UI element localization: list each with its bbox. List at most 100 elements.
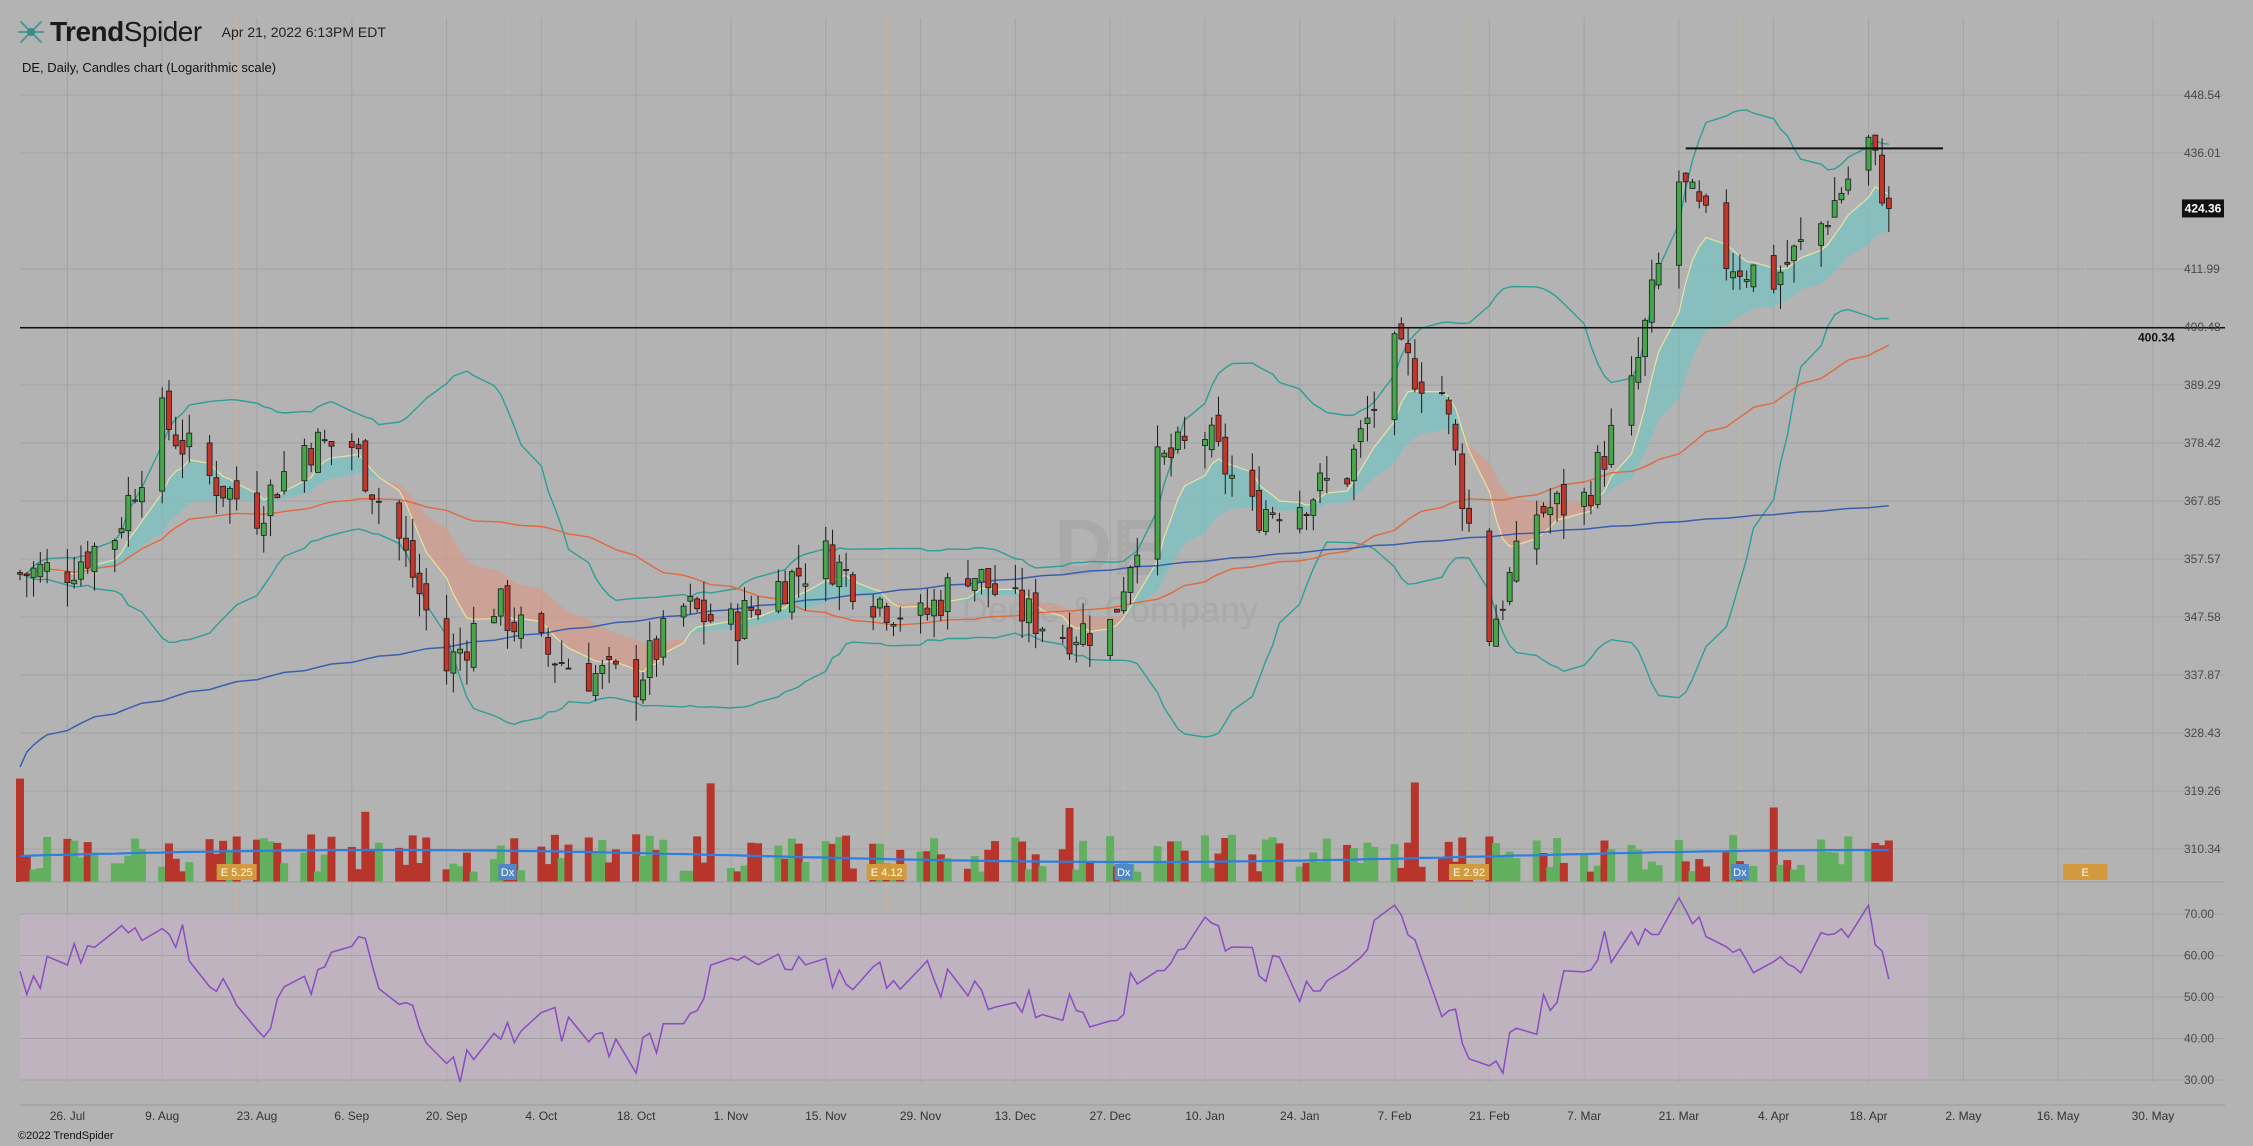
candle-body — [166, 390, 172, 430]
candle — [23, 572, 30, 598]
candle — [1066, 612, 1073, 660]
volume-bar — [1498, 856, 1507, 882]
candle-body — [700, 599, 707, 623]
ema-cloud-segment — [1401, 391, 1409, 453]
candle — [1073, 636, 1080, 663]
ema-cloud-segment — [1645, 377, 1652, 454]
candle-body — [1269, 512, 1276, 516]
candle-body — [504, 585, 511, 631]
candle — [822, 526, 829, 602]
drawn-lines[interactable]: 400.34 — [20, 147, 2225, 345]
ema-cloud-segment — [974, 588, 982, 599]
price-pane[interactable] — [20, 18, 2223, 880]
rsi-tick-label: 50.00 — [2184, 990, 2214, 1004]
volume-bar — [1207, 868, 1216, 882]
volume-bar — [747, 842, 756, 882]
volume-bar — [171, 858, 180, 882]
date-tick-label: 20. Sep — [426, 1109, 468, 1123]
candle — [741, 587, 748, 640]
volume-bar — [300, 852, 309, 882]
candle — [775, 569, 782, 614]
volume-bar — [368, 850, 377, 882]
volume-bar — [70, 840, 79, 882]
candle — [1628, 356, 1635, 436]
volume-bar — [605, 862, 614, 882]
candle-body — [944, 577, 951, 613]
volume-bar — [869, 843, 878, 882]
candle-body — [843, 569, 849, 571]
candle-body — [328, 441, 335, 447]
volume-bar — [1417, 866, 1426, 882]
ema-cloud-segment — [351, 453, 359, 476]
ema-cloud-segment — [1137, 561, 1158, 606]
candle-body — [443, 618, 450, 672]
volume-bar — [1065, 807, 1074, 882]
candle — [1547, 488, 1554, 534]
volume-bar — [1309, 852, 1318, 882]
volume-bar — [320, 854, 329, 882]
volume-bar — [537, 846, 546, 882]
candle-body — [260, 522, 267, 536]
volume-bar — [1160, 861, 1169, 882]
volume-bar — [401, 864, 410, 882]
ema-cloud-segment — [311, 467, 318, 492]
candle-body — [1743, 279, 1750, 283]
candle — [1357, 420, 1364, 458]
dividend-event-marker — [1730, 864, 1749, 880]
date-tick-label: 27. Dec — [1089, 1109, 1130, 1123]
ema-cloud-segment — [162, 478, 169, 533]
volume-bar — [469, 871, 478, 882]
candle — [538, 611, 545, 637]
candle-body — [301, 445, 308, 482]
ema-cloud-segment — [1414, 391, 1422, 438]
candle-body — [17, 572, 23, 575]
candle — [1750, 264, 1757, 293]
candle — [795, 544, 802, 598]
candle-body — [1059, 637, 1066, 639]
candle-body — [1506, 572, 1513, 603]
candle — [1310, 498, 1317, 531]
candle — [558, 640, 565, 667]
candle — [321, 429, 328, 444]
volume-bar — [1844, 836, 1853, 882]
candle — [734, 603, 741, 665]
candle-body — [84, 551, 91, 569]
candle — [883, 602, 890, 631]
ema-cloud-segment — [1421, 391, 1442, 434]
event-lines — [236, 18, 2086, 1082]
candle — [1019, 567, 1026, 639]
volume-bar — [327, 836, 336, 882]
candle — [931, 588, 938, 638]
event-markers[interactable]: E 5.25 Dx E 4.12 Dx E 2.92 Dx E — [216, 864, 2108, 880]
candle-body — [450, 651, 457, 674]
candle-body — [1466, 507, 1472, 524]
candle — [1276, 512, 1283, 533]
volume-bar — [1058, 849, 1067, 882]
volume-bar — [313, 871, 322, 882]
candle — [1885, 186, 1892, 233]
candle — [1269, 506, 1276, 519]
candle — [281, 451, 287, 495]
candle-body — [497, 588, 504, 617]
candle — [1499, 600, 1506, 620]
ema-cloud-segment — [852, 581, 874, 598]
candle-body — [1107, 618, 1114, 656]
candle — [1168, 433, 1174, 477]
candle-body — [890, 624, 897, 627]
candle — [470, 606, 477, 672]
candle-body — [565, 667, 572, 670]
ema-cloud-segment — [703, 624, 711, 632]
ema-cloud-segment — [1678, 282, 1686, 398]
candle — [267, 479, 274, 537]
volume-bar — [83, 842, 92, 882]
volume-bar — [1085, 862, 1094, 882]
volume-bar — [415, 863, 424, 882]
candle-body — [633, 659, 640, 698]
candle-body — [789, 571, 795, 613]
candle — [1777, 265, 1784, 310]
candle — [1493, 604, 1500, 647]
candle-body — [125, 495, 132, 532]
volume-bar — [1397, 867, 1406, 882]
candles[interactable] — [17, 134, 1892, 721]
